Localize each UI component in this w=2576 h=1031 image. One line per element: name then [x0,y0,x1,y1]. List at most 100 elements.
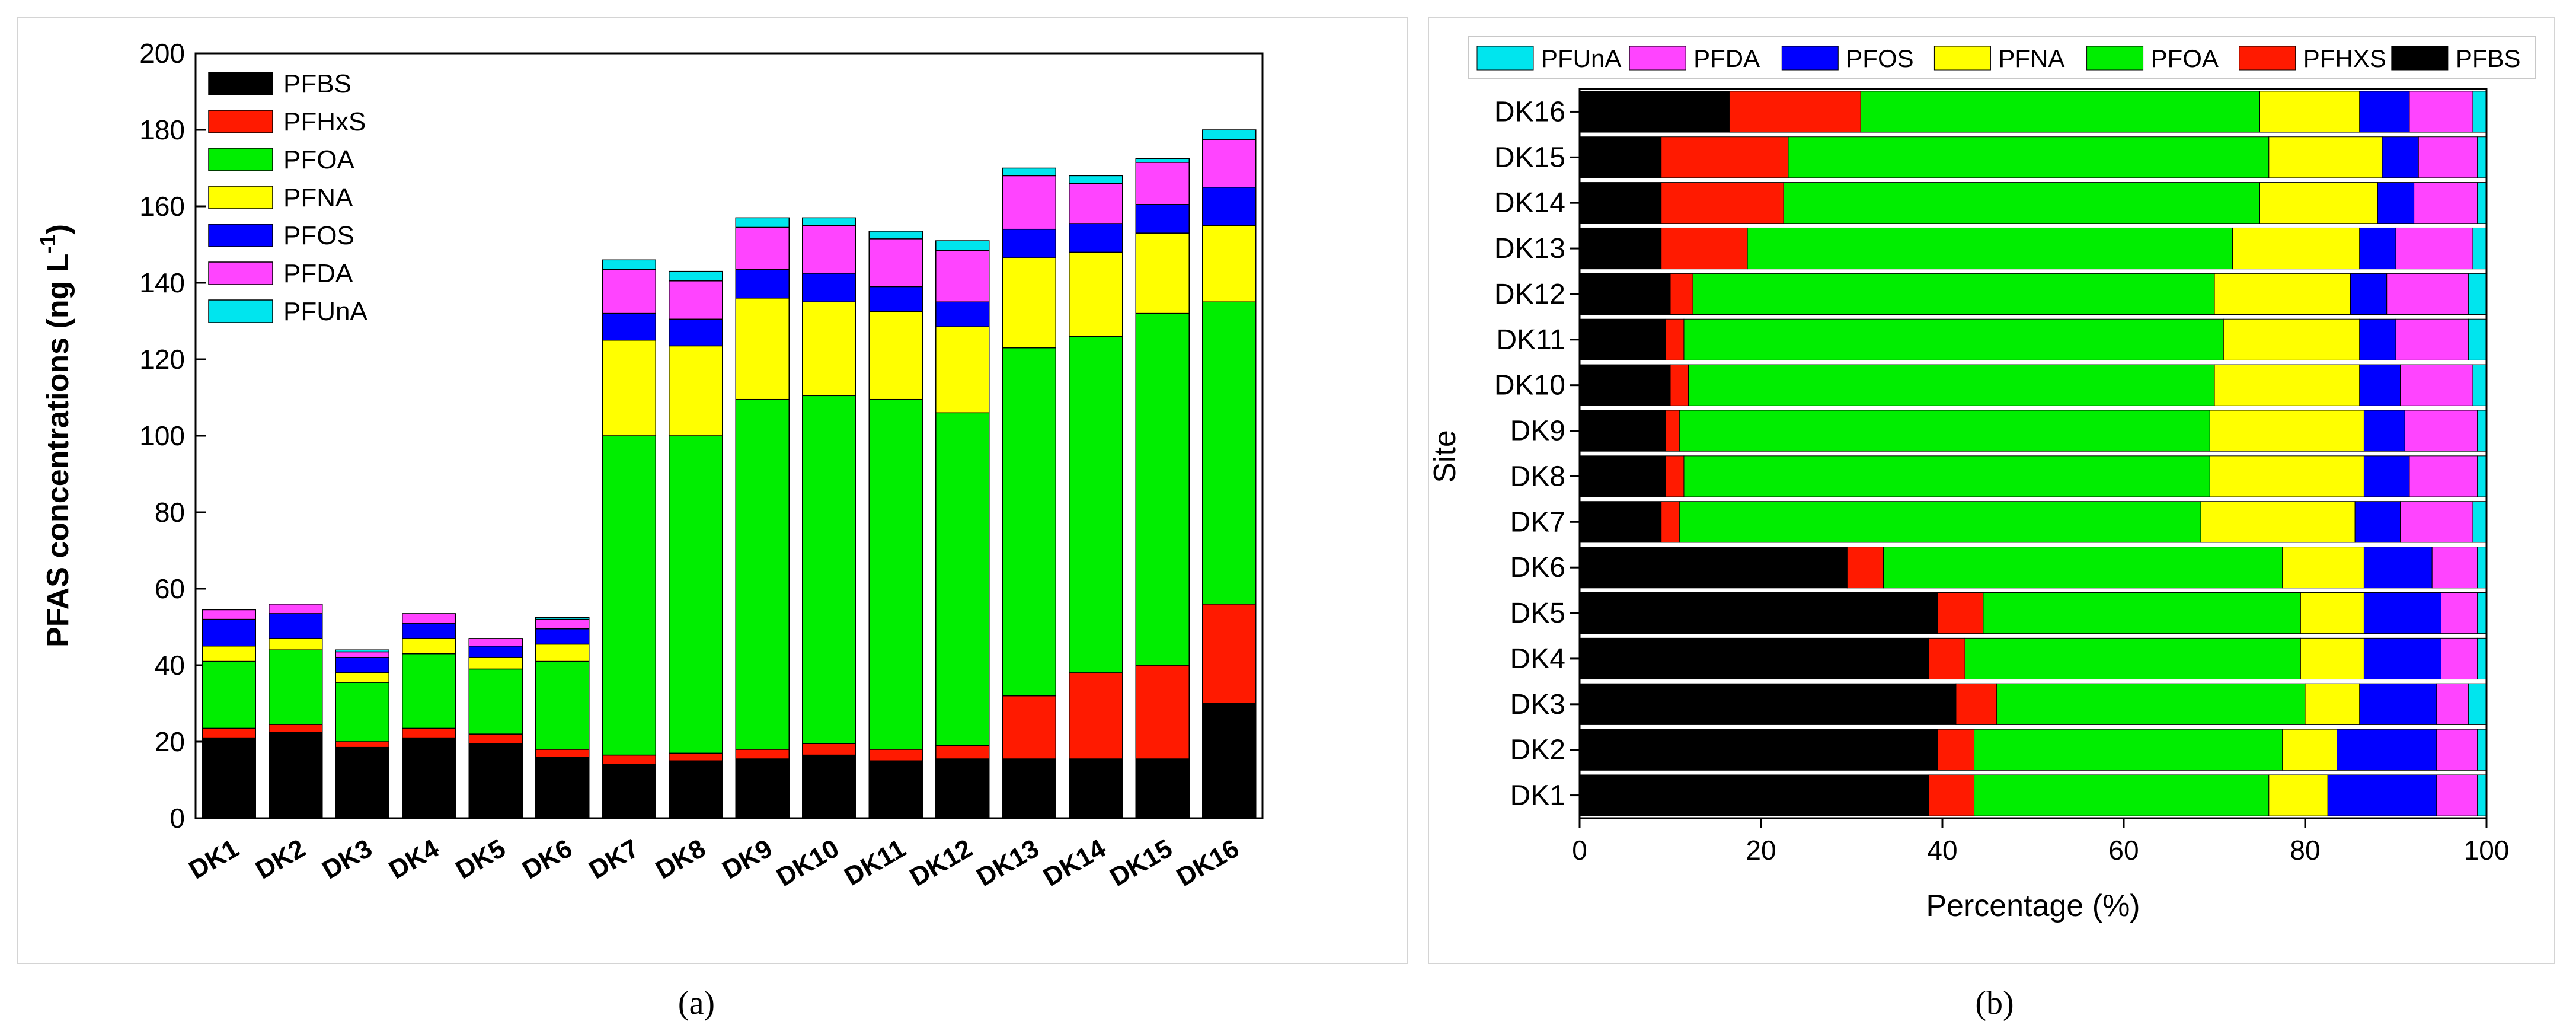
panel-b-category-label: DK12 [1494,279,1565,310]
legend-b-label-pfuna: PFUnA [1541,44,1621,72]
bar-b-dk7-pfbs [1579,501,1662,543]
panel-b-category-label: DK7 [1510,506,1565,538]
bar-a-dk3-pfos [335,657,389,673]
bar-a-dk6-pfoa [535,660,590,750]
bar-a-dk1-pfhxs [202,727,256,739]
bar-b-dk6-pfos [2363,547,2433,589]
bar-a-dk13-pfda [1002,175,1056,230]
bar-a-dk7-pfna [602,340,656,436]
bar-a-dk10-pfbs [802,754,856,819]
bar-b-dk1-pfoa [1974,774,2270,816]
bar-b-dk12-pfbs [1579,273,1671,315]
legend-b-swatch-pfda [1629,46,1686,71]
bar-a-dk16-pfbs [1202,703,1257,819]
bar-a-dk7-pfbs [602,764,656,819]
bar-a-dk9-pfos [735,269,790,299]
bar-a-dk2-pfna [269,638,323,650]
bar-a-dk12-pfuna [935,240,990,251]
panel-b-category-label: DK15 [1494,142,1565,173]
bar-a-dk13-pfoa [1002,347,1056,697]
bar-b-dk12-pfoa [1692,273,2215,315]
legend-b-swatch-pfna [1933,46,1991,71]
bar-b-dk8-pfhxs [1665,455,1685,497]
bar-a-dk14-pfos [1069,223,1123,253]
panel-a-ytick-label: 20 [155,726,185,757]
panel-a-plot-area [194,52,1264,819]
bar-b-dk13-pfbs [1579,227,1662,270]
legend-a-label-pfuna: PFUnA [283,297,367,326]
bar-a-dk6-pfda [535,618,590,630]
panel-b-xtick-label: 20 [1746,835,1776,866]
bar-b-dk14-pfos [2377,182,2415,224]
bar-a-dk12-pfda [935,250,990,302]
bar-a-dk15-pfbs [1135,758,1190,819]
panel-b-category-label: DK9 [1510,416,1565,447]
bar-a-dk9-pfda [735,226,790,270]
bar-a-dk15-pfuna [1135,158,1190,163]
bar-b-dk12-pfda [2386,273,2469,315]
legend-b-swatch-pfhxs [2239,46,2296,71]
bar-b-dk2-pfda [2436,729,2478,771]
panel-b-xtick-label: 40 [1927,835,1957,866]
bar-b-dk11-pfda [2395,318,2469,360]
bar-a-dk1-pfna [202,646,256,662]
bar-a-dk3-pfhxs [335,741,389,748]
bar-a-dk16-pfuna [1202,129,1257,140]
bar-a-dk1-pfda [202,609,256,620]
bar-a-dk1-pfos [202,618,256,647]
panel-b-plot-area [1578,88,2488,819]
bar-a-dk6-pfos [535,628,590,645]
bar-a-dk7-pfos [602,312,656,341]
bar-a-dk13-pfos [1002,228,1056,258]
bar-a-dk15-pfoa [1135,312,1190,666]
bar-a-dk4-pfna [402,638,456,655]
legend-b-label-pfna: PFNA [1998,44,2064,72]
bar-a-dk5-pfos [468,646,523,658]
bar-b-dk16-pfda [2409,91,2473,133]
bar-b-dk6-pfbs [1579,547,1848,589]
bar-a-dk13-pfna [1002,257,1056,349]
bar-b-dk12-pfna [2214,273,2351,315]
bar-a-dk16-pfhxs [1202,604,1257,704]
bar-b-dk6-pfhxs [1846,547,1884,589]
bar-a-dk2-pfos [269,613,323,639]
bar-b-dk16-pfna [2259,91,2360,133]
panel-b-category-label: DK5 [1510,598,1565,629]
legend-b-swatch-pfos [1781,46,1839,71]
bar-b-dk14-pfhxs [1661,182,1784,224]
bar-b-dk7-pfhxs [1661,501,1680,543]
bar-a-dk10-pfhxs [802,743,856,756]
bar-a-dk14-pfoa [1069,336,1123,673]
bar-a-dk3-pfbs [335,746,389,819]
panel-a-ytick-label: 180 [139,114,185,145]
bar-a-dk14-pfhxs [1069,672,1123,759]
bar-b-dk13-pfna [2232,227,2360,270]
bar-b-dk5-pfbs [1579,592,1938,634]
bar-a-dk14-pfbs [1069,758,1123,819]
panel-a-caption: (a) [678,985,715,1022]
bar-b-dk7-pfuna [2472,501,2487,543]
bar-a-dk2-pfda [269,604,323,614]
bar-a-dk15-pfhxs [1135,665,1190,759]
legend-b-label-pfos: PFOS [1846,44,1913,72]
panel-b-category-label: DK10 [1494,370,1565,401]
bar-b-dk1-pfhxs [1928,774,1975,816]
legend-a-label-pfoa: PFOA [283,145,354,174]
bar-a-dk5-pfbs [468,743,523,819]
bar-b-dk13-pfuna [2472,227,2487,270]
bar-a-dk6-pfna [535,643,590,662]
panel-a-ytick-label: 100 [139,420,185,451]
legend-a-swatch-pfhxs [208,110,273,133]
panel-a-ytick-label: 140 [139,267,185,298]
bar-a-dk7-pfhxs [602,754,656,765]
bar-b-dk2-pfbs [1579,729,1938,771]
panel-b: PFUnA PFDA PFOS PFNA PFOA PFHXS PFBS DK1 DK2 DK3… [1428,17,2555,964]
bar-b-dk4-pfos [2363,637,2441,680]
bar-b-dk6-pfda [2431,547,2478,589]
bar-b-dk4-pfoa [1964,637,2301,680]
panel-b-category-label: DK14 [1494,187,1565,219]
bar-a-dk2-pfbs [269,732,323,819]
bar-b-dk9-pfda [2404,410,2478,452]
